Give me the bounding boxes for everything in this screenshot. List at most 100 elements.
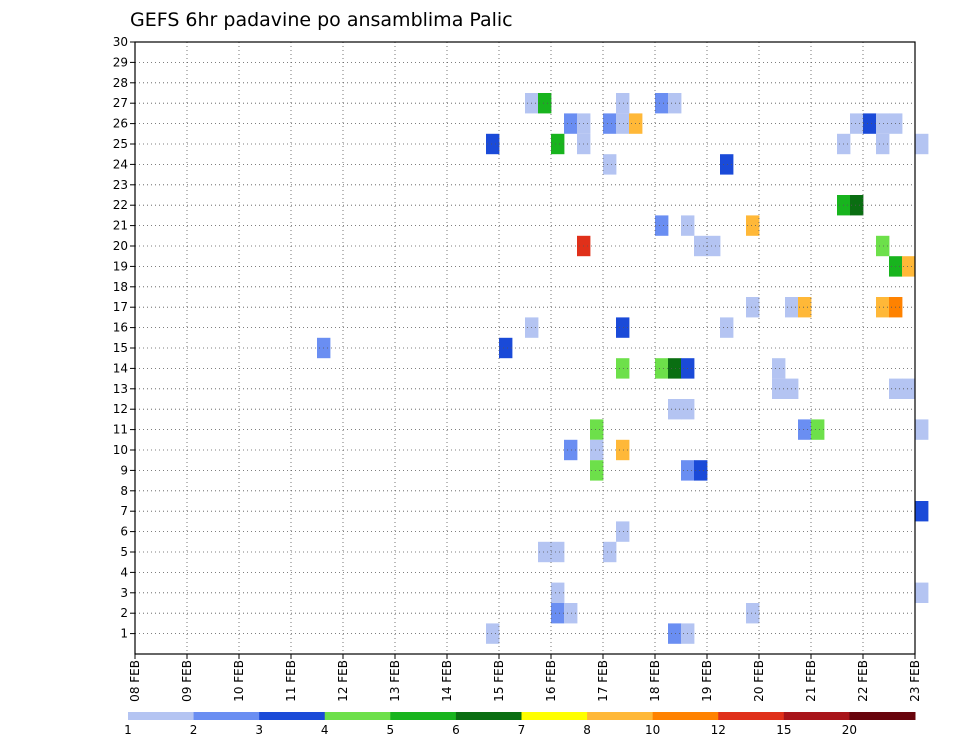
precip-cell — [655, 93, 669, 114]
y-tick-label: 2 — [120, 606, 128, 620]
colorbar-swatch — [718, 712, 785, 720]
precip-cell — [603, 154, 617, 175]
precip-cell — [616, 439, 630, 461]
colorbar-swatch — [390, 712, 457, 720]
x-tick-label: 21 FEB — [804, 660, 818, 702]
precip-cell — [616, 93, 630, 114]
x-tick-label: 10 FEB — [232, 660, 246, 702]
colorbar: 1 2 3 4 5 6 7 8 10 12 15 20 — [124, 712, 916, 737]
precip-cell — [720, 154, 734, 175]
y-tick-label: 13 — [113, 382, 128, 396]
colorbar-label: 10 — [645, 723, 660, 737]
precip-cell — [486, 623, 500, 644]
precip-cell — [486, 133, 500, 155]
colorbar-swatch — [259, 712, 326, 720]
y-tick-label: 25 — [113, 137, 128, 151]
y-tick-label: 14 — [113, 361, 128, 375]
precip-cell — [876, 235, 890, 257]
y-tick-label: 24 — [113, 157, 128, 171]
precip-cell — [746, 215, 760, 236]
precip-cell — [798, 297, 812, 318]
precip-cell — [551, 541, 565, 563]
precip-cell — [863, 113, 877, 134]
precip-cell — [551, 133, 565, 155]
y-tick-label: 21 — [113, 219, 128, 233]
precip-cell — [902, 378, 916, 399]
x-tick-label: 13 FEB — [388, 660, 402, 702]
x-tick-label: 11 FEB — [284, 660, 298, 702]
precip-cell — [902, 256, 916, 277]
precip-cell — [564, 603, 578, 624]
x-tick-label: 22 FEB — [856, 660, 870, 702]
x-tick-label: 18 FEB — [648, 660, 662, 702]
y-tick-label: 11 — [113, 423, 128, 437]
precip-cell — [551, 603, 565, 624]
precip-cell — [603, 113, 617, 134]
colorbar-label: 20 — [842, 723, 857, 737]
y-tick-label: 7 — [120, 504, 128, 518]
precip-cell — [668, 93, 682, 114]
colorbar-swatch — [652, 712, 719, 720]
y-tick-label: 30 — [113, 35, 128, 49]
colorbar-swatch — [587, 712, 654, 720]
precip-cell — [746, 603, 760, 624]
precip-cell — [616, 521, 630, 542]
precip-cell — [668, 358, 682, 379]
x-tick-label: 15 FEB — [492, 660, 506, 702]
y-tick-label: 5 — [120, 545, 128, 559]
precip-cell — [915, 419, 929, 440]
precip-cell — [590, 439, 604, 461]
x-tick-label: 17 FEB — [596, 660, 610, 702]
colorbar-label: 3 — [255, 723, 263, 737]
precip-cell — [876, 133, 890, 155]
precip-cell — [876, 297, 890, 318]
precip-cell — [564, 439, 578, 461]
precip-cell — [668, 623, 682, 644]
precip-cell — [772, 378, 786, 399]
precip-cell — [499, 337, 513, 359]
colorbar-label: 8 — [583, 723, 591, 737]
precip-cell — [876, 113, 890, 134]
y-tick-label: 22 — [113, 198, 128, 212]
precip-cell — [616, 358, 630, 379]
y-tick-label: 27 — [113, 96, 128, 110]
precip-cell — [915, 133, 929, 155]
y-tick-label: 20 — [113, 239, 128, 253]
precip-cell — [850, 113, 864, 134]
precip-cell — [655, 215, 669, 236]
chart-title: GEFS 6hr padavine po ansamblima Palic — [130, 9, 513, 31]
colorbar-swatch — [521, 712, 588, 720]
plot-frame — [134, 41, 916, 655]
precip-cell — [850, 195, 864, 216]
y-tick-label: 4 — [120, 565, 128, 579]
precip-cell — [694, 235, 708, 257]
y-tick-label: 6 — [120, 525, 128, 539]
colorbar-label: 6 — [452, 723, 460, 737]
precip-cell — [915, 582, 929, 603]
colorbar-label: 5 — [387, 723, 395, 737]
y-tick-label: 8 — [120, 484, 128, 498]
precip-cell — [590, 419, 604, 440]
y-tick-label: 18 — [113, 280, 128, 294]
y-tick-label: 23 — [113, 178, 128, 192]
x-tick-label: 14 FEB — [440, 660, 454, 702]
y-tick-label: 28 — [113, 76, 128, 90]
precip-cell — [720, 317, 734, 338]
precip-cell — [694, 460, 708, 481]
y-tick-label: 29 — [113, 55, 128, 69]
precip-cell — [538, 93, 552, 114]
colorbar-swatch — [849, 712, 916, 720]
precip-cell — [603, 541, 617, 563]
precip-cell — [915, 501, 929, 522]
precip-cell — [668, 399, 682, 420]
precip-cell — [538, 541, 552, 563]
x-axis: 08 FEB 09 FEB 10 FEB 11 FEB 12 FEB 13 FEB 14 F… — [128, 654, 922, 702]
precip-cell — [590, 460, 604, 481]
precip-cell — [772, 358, 786, 379]
y-tick-label: 3 — [120, 586, 128, 600]
precip-cell — [707, 235, 721, 257]
x-tick-label: 09 FEB — [180, 660, 194, 702]
y-tick-label: 26 — [113, 117, 128, 131]
y-tick-label: 15 — [113, 341, 128, 355]
